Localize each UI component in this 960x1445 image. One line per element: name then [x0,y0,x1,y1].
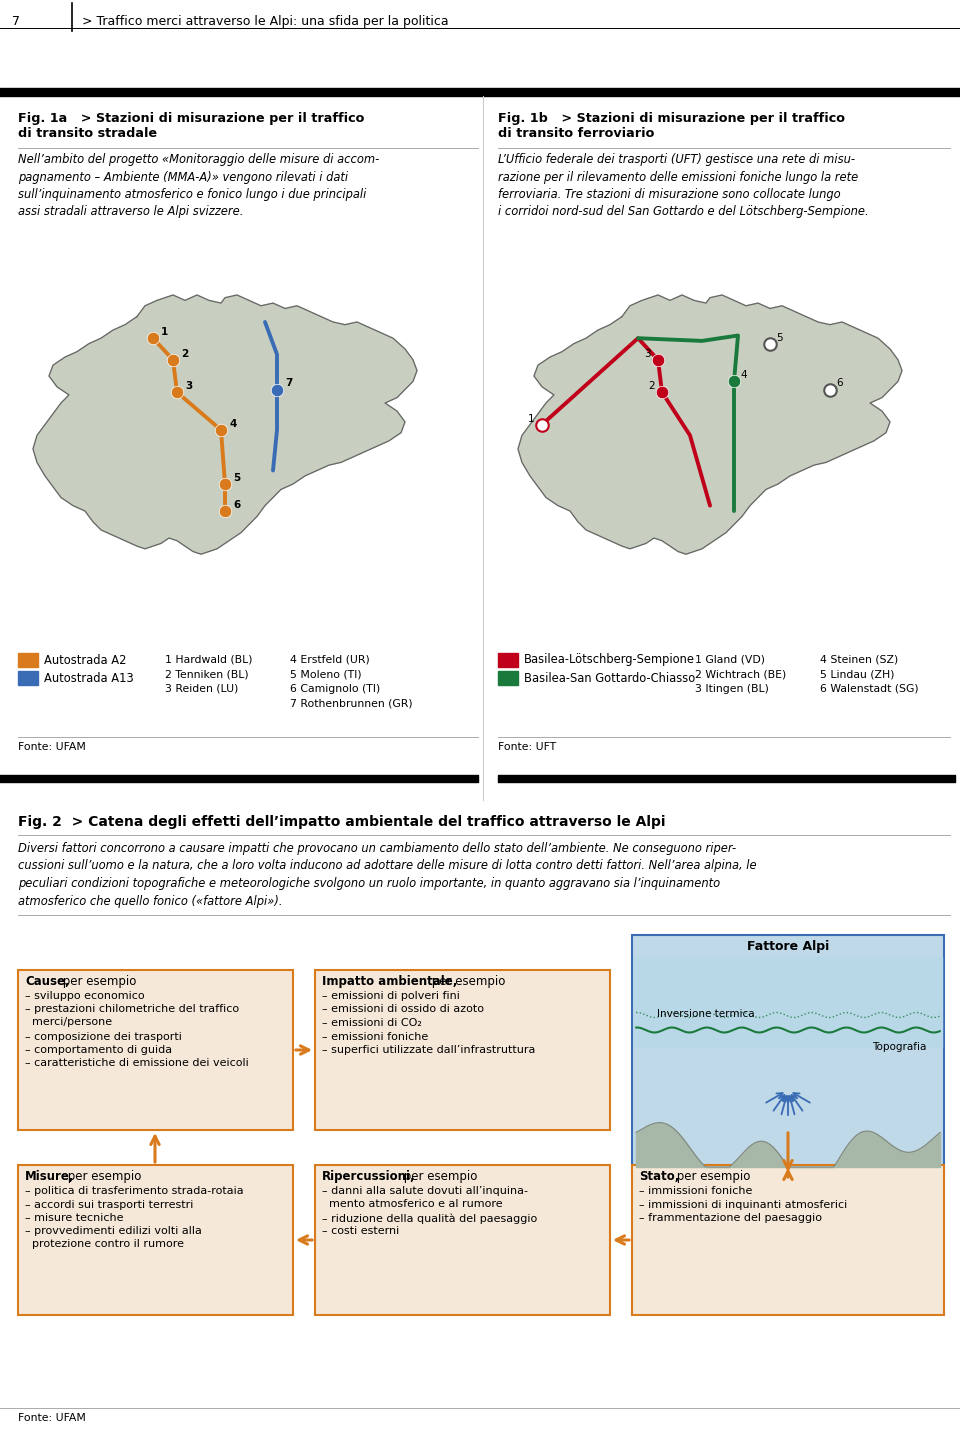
Text: – accordi sui trasporti terrestri: – accordi sui trasporti terrestri [25,1199,193,1209]
Text: – caratteristiche di emissione dei veicoli: – caratteristiche di emissione dei veico… [25,1059,249,1068]
Text: – danni alla salute dovuti all’inquina-
  mento atmosferico e al rumore: – danni alla salute dovuti all’inquina- … [322,1186,528,1209]
Text: per esempio: per esempio [400,1170,478,1183]
Text: Autostrada A2: Autostrada A2 [44,653,127,666]
Text: 4: 4 [740,370,747,380]
Text: – frammentazione del paesaggio: – frammentazione del paesaggio [639,1212,822,1222]
Text: – provvedimenti edilizi volti alla
  protezione contro il rumore: – provvedimenti edilizi volti alla prote… [25,1227,202,1250]
Text: 5: 5 [776,332,782,342]
Text: 3: 3 [185,381,192,392]
Bar [18,670,38,685]
Text: L’Ufficio federale dei trasporti (UFT) gestisce una rete di misu-
razione per il: L’Ufficio federale dei trasporti (UFT) g… [498,153,869,218]
Text: Fonte: UFAM: Fonte: UFAM [18,1413,85,1423]
Text: 1 Hardwald (BL)
2 Tenniken (BL)
3 Reiden (LU): 1 Hardwald (BL) 2 Tenniken (BL) 3 Reiden… [165,655,252,694]
Text: Basilea-Lötschberg-Sempione: Basilea-Lötschberg-Sempione [524,653,695,666]
Text: Impatto ambientale,: Impatto ambientale, [322,975,457,988]
Bar [498,653,518,668]
Text: Cause,: Cause, [25,975,70,988]
Text: 3: 3 [644,348,651,358]
Text: Diversi fattori concorrono a causare impatti che provocano un cambiamento dello : Diversi fattori concorrono a causare imp… [18,842,756,907]
Text: – emissioni di ossido di azoto: – emissioni di ossido di azoto [322,1004,484,1014]
Text: – emissioni di CO₂: – emissioni di CO₂ [322,1017,421,1027]
Text: 2: 2 [648,381,655,392]
FancyBboxPatch shape [18,1165,293,1315]
FancyBboxPatch shape [315,1165,610,1315]
Text: 7: 7 [285,379,293,389]
Text: Basilea-San Gottardo-Chiasso: Basilea-San Gottardo-Chiasso [524,672,695,685]
Text: – costi esterni: – costi esterni [322,1227,399,1237]
Text: – comportamento di guida: – comportamento di guida [25,1045,172,1055]
Text: per esempio: per esempio [64,1170,141,1183]
Text: Fig. 2  > Catena degli effetti dell’impatto ambientale del traffico attraverso l: Fig. 2 > Catena degli effetti dell’impat… [18,815,665,829]
Text: Topografia: Topografia [872,1042,926,1052]
Text: 1 Gland (VD)
2 Wichtrach (BE)
3 Itingen (BL): 1 Gland (VD) 2 Wichtrach (BE) 3 Itingen … [695,655,786,694]
Text: 6: 6 [836,379,843,389]
Text: 4 Erstfeld (UR)
5 Moleno (TI)
6 Camignolo (TI)
7 Rothenbrunnen (GR): 4 Erstfeld (UR) 5 Moleno (TI) 6 Camignol… [290,655,413,708]
Text: Inversione termica: Inversione termica [657,1009,755,1019]
Text: – politica di trasferimento strada-rotaia: – politica di trasferimento strada-rotai… [25,1186,244,1196]
Text: – emissioni di polveri fini: – emissioni di polveri fini [322,991,460,1001]
Text: per esempio: per esempio [428,975,506,988]
Text: Misure,: Misure, [25,1170,75,1183]
Text: 7: 7 [12,14,20,27]
Text: 6: 6 [233,500,240,510]
Text: – misure tecniche: – misure tecniche [25,1212,124,1222]
Text: – composizione dei trasporti: – composizione dei trasporti [25,1032,181,1042]
Text: 4: 4 [229,419,236,429]
Text: Stato,: Stato, [639,1170,680,1183]
Text: Ripercussioni,: Ripercussioni, [322,1170,416,1183]
Text: > Traffico merci attraverso le Alpi: una sfida per la politica: > Traffico merci attraverso le Alpi: una… [82,14,448,27]
Text: per esempio: per esempio [59,975,136,988]
Text: Nell’ambito del progetto «Monitoraggio delle misure di accom-
pagnamento – Ambie: Nell’ambito del progetto «Monitoraggio d… [18,153,379,218]
Text: 4 Steinen (SZ)
5 Lindau (ZH)
6 Walenstadt (SG): 4 Steinen (SZ) 5 Lindau (ZH) 6 Walenstad… [820,655,919,694]
Text: 1: 1 [161,327,168,337]
Polygon shape [518,295,902,555]
Text: Fig. 1b   > Stazioni di misurazione per il traffico
di transito ferroviario: Fig. 1b > Stazioni di misurazione per il… [498,113,845,140]
Text: – emissioni foniche: – emissioni foniche [322,1032,428,1042]
FancyBboxPatch shape [18,970,293,1130]
Text: – superfici utilizzate dall’infrastruttura: – superfici utilizzate dall’infrastruttu… [322,1045,536,1055]
Text: – prestazioni chilometriche del traffico
  merci/persone: – prestazioni chilometriche del traffico… [25,1004,239,1027]
Text: – sviluppo economico: – sviluppo economico [25,991,145,1001]
Text: 2: 2 [181,348,188,358]
Text: – immissioni di inquinanti atmosferici: – immissioni di inquinanti atmosferici [639,1199,848,1209]
Bar [18,653,38,668]
Text: Fig. 1a   > Stazioni di misurazione per il traffico
di transito stradale: Fig. 1a > Stazioni di misurazione per il… [18,113,365,140]
FancyBboxPatch shape [315,970,610,1130]
Polygon shape [33,295,417,555]
Text: 5: 5 [233,473,240,483]
Text: per esempio: per esempio [673,1170,750,1183]
Text: – immissioni foniche: – immissioni foniche [639,1186,753,1196]
Text: Fonte: UFAM: Fonte: UFAM [18,741,85,751]
Text: Autostrada A13: Autostrada A13 [44,672,133,685]
Text: 1: 1 [528,413,535,423]
Text: – riduzione della qualità del paesaggio: – riduzione della qualità del paesaggio [322,1212,538,1224]
Text: Fattore Alpi: Fattore Alpi [747,941,829,954]
FancyBboxPatch shape [632,935,944,1175]
Text: Fonte: UFT: Fonte: UFT [498,741,556,751]
Bar [498,670,518,685]
FancyBboxPatch shape [632,1165,944,1315]
